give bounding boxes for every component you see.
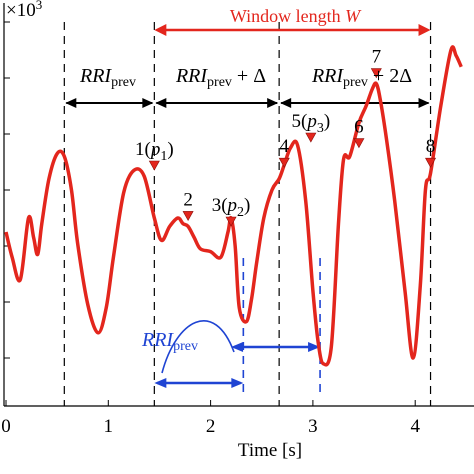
peak-marker [148, 160, 160, 171]
rri-arrow-head-right [142, 98, 154, 108]
signal-line [4, 45, 463, 367]
rri-prev-blue-label: RRIprev [141, 329, 198, 354]
peak-label: 3(p2) [212, 195, 251, 220]
rri-prev-blue-annotation: RRIprev [141, 320, 235, 374]
peak-label: 8 [426, 136, 436, 157]
peak-label: 1(p1) [135, 139, 174, 164]
peak-label: 4 [280, 136, 290, 157]
rri-prev-blue-arrow-head-right [231, 378, 244, 388]
rri-prev-blue-arrow-head-left [154, 378, 167, 388]
rri-prev-plus-two-delta-label: RRIprev + 2Δ [311, 65, 412, 90]
peak-label: 2 [183, 189, 193, 210]
peak-marker [225, 216, 237, 227]
rri-prev-plus-delta-label: RRIprev + Δ [175, 65, 266, 90]
x-tick-label: 3 [308, 416, 318, 437]
rri-arrow-head-left [65, 98, 77, 108]
x-tick-label: 2 [206, 416, 216, 437]
rri-arrow-head-right [418, 98, 430, 108]
peak-marker [370, 68, 382, 79]
rri-arrow-head-left [155, 98, 167, 108]
y-exponent-label: ×103 [6, 0, 42, 21]
rri-shift-blue-arrow-head-right [308, 342, 321, 352]
annotations: Window length W RRIprev RRIprev + Δ RRIp… [79, 6, 431, 374]
peak-marker [278, 157, 290, 168]
x-tick-label: 4 [410, 416, 420, 437]
window-arrow-head-right [418, 24, 431, 36]
peak-marker [425, 157, 437, 168]
window-arrow-head-left [154, 24, 167, 36]
peak-label: 7 [372, 47, 382, 68]
rri-shift-blue-arrow-head-left [231, 342, 244, 352]
window-length-annotation: Window length W [154, 6, 431, 36]
peak-label: 6 [354, 117, 364, 138]
x-tick-label: 0 [1, 416, 11, 437]
peak-marker [353, 138, 365, 149]
rri-prev-blue-curve [161, 320, 235, 374]
peak-label: 5(p3) [292, 111, 331, 136]
peak-marker [305, 132, 317, 143]
x-tick-label: 1 [104, 416, 114, 437]
peak-marker [182, 211, 194, 222]
x-axis-title: Time [s] [238, 440, 302, 461]
rri-arrow-head-right [267, 98, 279, 108]
rri-prev-label: RRIprev [79, 65, 136, 90]
window-length-label: Window length W [230, 6, 362, 26]
rri-arrow-head-left [280, 98, 292, 108]
